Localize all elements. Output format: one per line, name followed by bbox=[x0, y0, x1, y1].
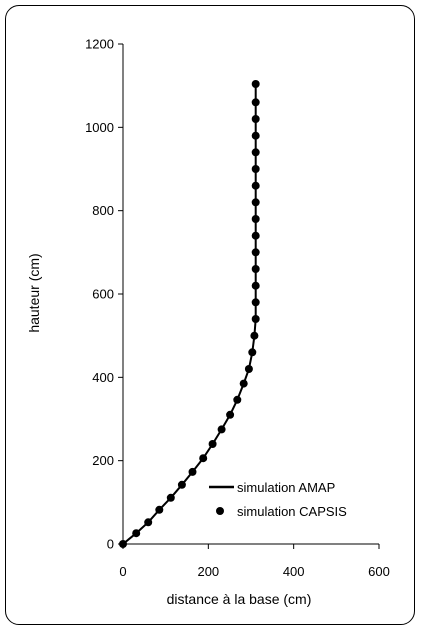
y-tick-label: 200 bbox=[92, 453, 114, 468]
y-tick-label: 0 bbox=[107, 537, 114, 552]
data-point bbox=[251, 115, 260, 123]
chart-frame bbox=[5, 5, 415, 625]
data-point bbox=[251, 298, 260, 307]
data-point bbox=[199, 454, 208, 463]
data-point bbox=[177, 480, 186, 489]
legend-label-amap: simulation AMAP bbox=[237, 480, 335, 495]
data-point bbox=[144, 518, 153, 527]
y-tick-label: 400 bbox=[92, 370, 114, 385]
data-point bbox=[244, 365, 253, 373]
data-point bbox=[251, 265, 260, 273]
data-point bbox=[166, 493, 175, 502]
data-point bbox=[188, 467, 197, 476]
data-point bbox=[251, 231, 260, 240]
data-point bbox=[239, 379, 248, 388]
data-point bbox=[251, 198, 260, 207]
data-point bbox=[251, 148, 260, 157]
y-axis-label: hauteur (cm) bbox=[26, 253, 42, 332]
data-point bbox=[119, 540, 127, 548]
series-line-path bbox=[122, 84, 257, 545]
x-tick-label: 200 bbox=[197, 564, 219, 579]
data-point bbox=[251, 215, 260, 223]
data-point bbox=[208, 440, 217, 448]
data-point bbox=[251, 131, 260, 140]
data-point bbox=[251, 315, 260, 323]
y-tick-label: 800 bbox=[92, 203, 114, 218]
x-tick-label: 600 bbox=[368, 564, 390, 579]
data-point bbox=[250, 331, 259, 340]
data-point bbox=[217, 425, 226, 434]
x-ticks: 0 200 400 600 bbox=[119, 544, 390, 579]
x-axis-label: distance à la base (cm) bbox=[167, 591, 312, 607]
data-point bbox=[251, 248, 260, 257]
series-line-amap bbox=[122, 84, 257, 545]
data-point bbox=[251, 281, 260, 290]
x-tick-label: 400 bbox=[283, 564, 305, 579]
data-point bbox=[248, 348, 257, 357]
y-tick-label: 600 bbox=[92, 287, 114, 302]
legend-marker-swatch bbox=[216, 507, 224, 515]
data-point bbox=[155, 505, 164, 514]
data-point bbox=[132, 529, 141, 538]
data-point bbox=[251, 80, 260, 88]
data-point bbox=[251, 165, 260, 173]
legend: simulation AMAP simulation CAPSIS bbox=[209, 480, 347, 519]
data-point bbox=[251, 98, 260, 107]
y-tick-label: 1000 bbox=[85, 120, 114, 135]
legend-label-capsis: simulation CAPSIS bbox=[237, 504, 347, 519]
x-tick-label: 0 bbox=[119, 564, 126, 579]
data-point bbox=[251, 181, 260, 190]
axes bbox=[122, 44, 379, 545]
data-point bbox=[233, 395, 242, 404]
y-ticks: 0 200 400 600 800 1000 1200 bbox=[85, 37, 123, 552]
y-tick-label: 1200 bbox=[85, 37, 114, 52]
series-markers-capsis bbox=[119, 80, 260, 548]
data-point bbox=[226, 410, 235, 419]
